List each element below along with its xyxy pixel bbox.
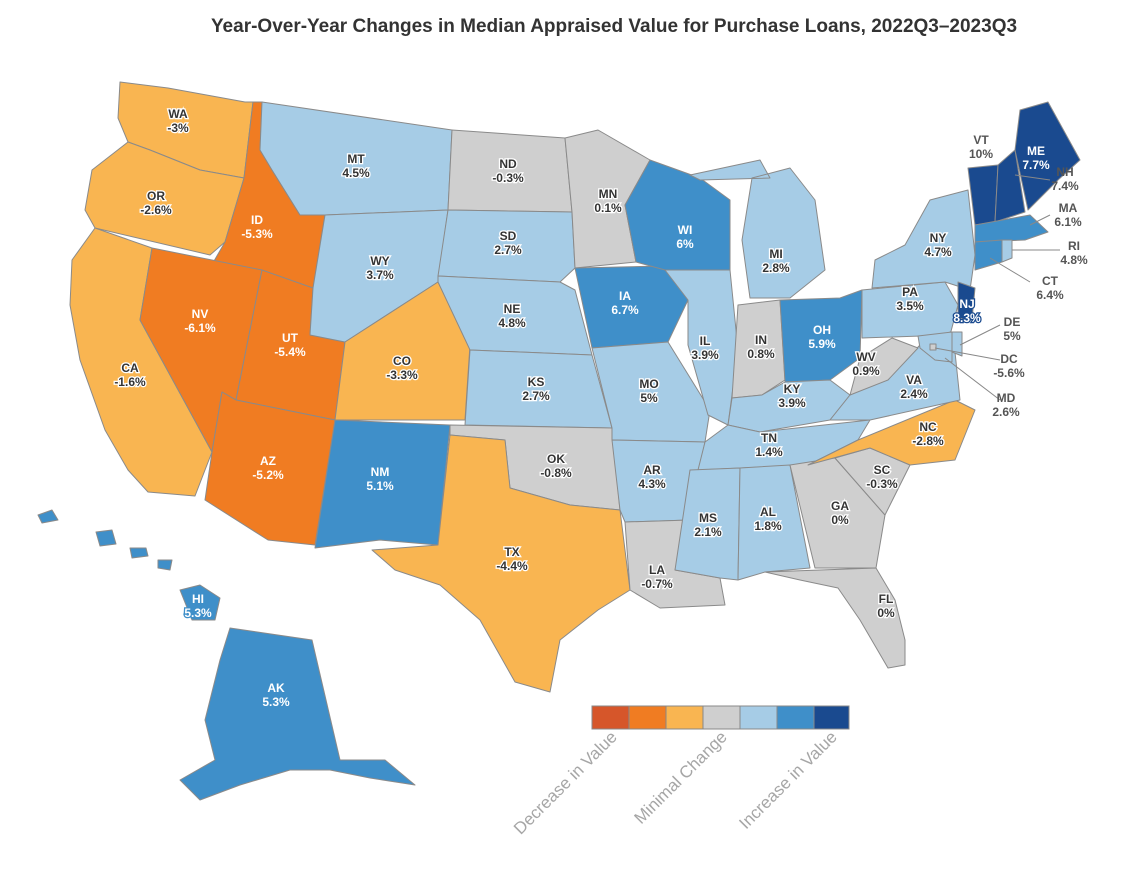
state-label-ky: KY 3.9%	[778, 382, 806, 410]
state-label-wv: WV 0.9%	[852, 350, 880, 378]
state-shape-ri[interactable]	[1001, 239, 1013, 263]
state-label-ut: UT -5.4%	[274, 331, 306, 359]
state-shape-ny[interactable]	[871, 189, 976, 291]
state-shape-in[interactable]	[731, 299, 786, 399]
state-shape-ky[interactable]	[727, 379, 851, 433]
state-label-ri: RI 4.8%	[1060, 239, 1088, 267]
state-label-de: DE 5%	[1003, 315, 1021, 343]
state-shape-hi[interactable]	[37, 509, 221, 621]
state-label-la: LA -0.7%	[641, 563, 673, 591]
state-shape-nj[interactable]	[957, 281, 976, 321]
state-label-nm: NM 5.1%	[366, 465, 394, 493]
state-label-ny: NY 4.7%	[924, 231, 952, 259]
state-shape-il[interactable]	[664, 269, 739, 426]
state-shape-ma[interactable]	[974, 214, 1049, 243]
legend-swatch-4	[702, 705, 741, 730]
leader-line-nh	[1014, 174, 1051, 181]
state-label-nj: NJ 8.3%	[953, 297, 981, 325]
state-label-dc: DC -5.6%	[993, 352, 1025, 380]
state-label-vt: VT 10%	[969, 133, 993, 161]
state-shape-nh[interactable]	[994, 149, 1026, 223]
state-label-nv: NV -6.1%	[184, 307, 216, 335]
legend: Decrease in Value Minimal Change Increas…	[510, 705, 850, 838]
legend-swatch-2	[628, 705, 667, 730]
state-label-ks: KS 2.7%	[522, 375, 550, 403]
leader-line-de	[959, 324, 1001, 346]
state-shape-fl[interactable]	[764, 567, 906, 669]
state-shape-wv[interactable]	[849, 337, 919, 396]
state-label-tn: TN 1.4%	[755, 431, 783, 459]
state-label-fl: FL 0%	[877, 592, 895, 620]
state-label-hi: HI 5.3%	[184, 592, 212, 620]
state-label-pa: PA 3.5%	[896, 285, 924, 313]
state-label-wa: WA -3%	[167, 107, 189, 135]
legend-decrease-label: Decrease in Value	[510, 727, 621, 838]
state-label-id: ID -5.3%	[241, 213, 273, 241]
state-label-mn: MN 0.1%	[594, 187, 622, 215]
state-label-va: VA 2.4%	[900, 373, 928, 401]
state-shape-sd[interactable]	[437, 209, 576, 283]
state-label-nh: NH 7.4%	[1051, 165, 1079, 193]
legend-swatch-5	[739, 705, 778, 730]
state-label-az: AZ -5.2%	[252, 454, 284, 482]
legend-swatch-3	[665, 705, 704, 730]
state-shape-ct[interactable]	[974, 239, 1003, 271]
state-label-ma: MA 6.1%	[1054, 201, 1082, 229]
state-label-ak: AK 5.3%	[262, 681, 290, 709]
state-label-wy: WY 3.7%	[366, 254, 394, 282]
state-label-nc: NC -2.8%	[912, 420, 944, 448]
state-label-al: AL 1.8%	[754, 505, 782, 533]
legend-swatch-6	[776, 705, 815, 730]
state-label-me: ME 7.7%	[1022, 144, 1050, 172]
state-shape-nm[interactable]	[314, 419, 451, 549]
state-shape-mi[interactable]	[689, 159, 826, 299]
state-shape-al[interactable]	[737, 464, 811, 581]
state-shapes	[37, 81, 1081, 801]
leader-line-ma	[1029, 214, 1051, 226]
state-label-ga: GA 0%	[831, 499, 849, 527]
state-label-wi: WI 6%	[676, 223, 694, 251]
state-label-or: OR -2.6%	[140, 189, 172, 217]
state-shape-ak[interactable]	[179, 627, 416, 801]
state-labels: WA -3% OR -2.6% CA -1.6% ID -5.3% NV -6.1% UT…	[113, 106, 1088, 711]
state-shape-or[interactable]	[84, 141, 245, 256]
leader-lines	[934, 174, 1060, 401]
state-label-ct: CT 6.4%	[1036, 274, 1064, 302]
state-shape-vt[interactable]	[967, 164, 999, 226]
map-title: Year-Over-Year Changes in Median Apprais…	[210, 16, 1018, 37]
state-label-ar: AR 4.3%	[638, 463, 666, 491]
legend-increase-label: Increase in Value	[735, 727, 840, 832]
state-label-mi: MI 2.8%	[762, 247, 790, 275]
legend-swatch-7	[813, 705, 850, 730]
state-shape-dc[interactable]	[929, 343, 937, 351]
state-label-oh: OH 5.9%	[808, 323, 836, 351]
state-label-tx: TX -4.4%	[496, 545, 528, 573]
state-label-nd: ND -0.3%	[492, 157, 524, 185]
state-label-co: CO -3.3%	[386, 354, 418, 382]
state-label-ms: MS 2.1%	[694, 511, 722, 539]
state-label-sc: SC -0.3%	[866, 463, 898, 491]
state-label-ca: CA -1.6%	[114, 361, 146, 389]
state-label-mo: MO 5%	[639, 377, 658, 405]
state-shape-ms[interactable]	[674, 467, 741, 581]
legend-minimal-label: Minimal Change	[631, 727, 731, 827]
state-shape-tx[interactable]	[371, 434, 631, 693]
state-label-in: IN 0.8%	[747, 333, 775, 361]
state-shape-me[interactable]	[1014, 101, 1081, 211]
legend-swatch-1	[591, 705, 630, 730]
state-shape-nc[interactable]	[807, 399, 976, 466]
state-label-sd: SD 2.7%	[494, 229, 522, 257]
leader-line-dc	[934, 347, 1001, 361]
state-label-ok: OK -0.8%	[540, 452, 572, 480]
state-label-ne: NE 4.8%	[498, 302, 526, 330]
state-label-ia: IA 6.7%	[611, 289, 639, 317]
state-label-mt: MT 4.5%	[342, 152, 370, 180]
state-label-md: MD 2.6%	[992, 391, 1020, 419]
leader-line-md	[944, 357, 1001, 401]
leader-line-ct	[989, 257, 1031, 283]
state-label-il: IL 3.9%	[691, 334, 719, 362]
